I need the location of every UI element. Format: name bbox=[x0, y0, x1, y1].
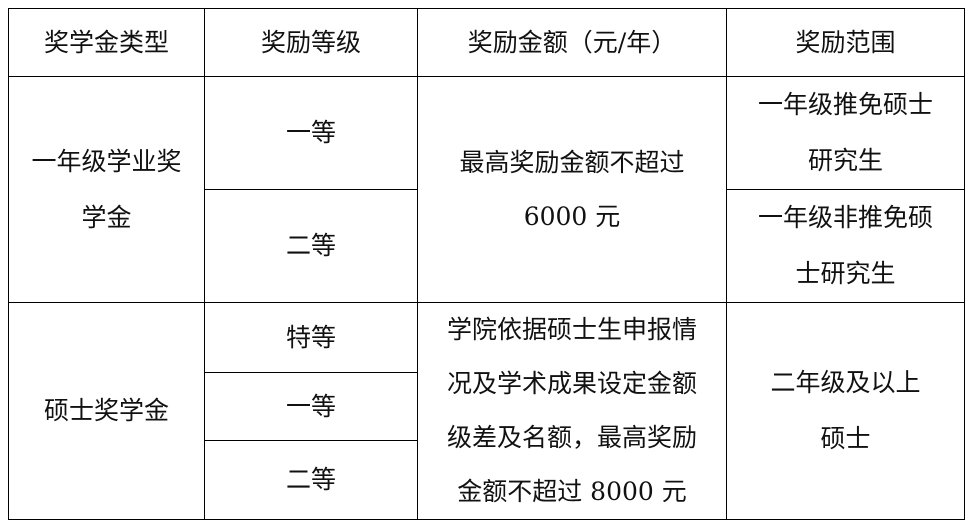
level-cell: 二等 bbox=[204, 189, 418, 303]
type-cell: 硕士奖学金 bbox=[8, 302, 205, 520]
header-type: 奖学金类型 bbox=[8, 8, 205, 77]
amount-cell: 学院依据硕士生申报情 况及学术成果设定金额 级差及名额，最高奖励 金额不超过 8… bbox=[417, 302, 727, 520]
level-cell: 二等 bbox=[204, 440, 418, 520]
table-row: 一年级学业奖 学金 一等 最高奖励金额不超过 6000 元 一年级推免硕士 研究… bbox=[8, 76, 965, 303]
amount-line: 况及学术成果设定金额 bbox=[446, 369, 697, 398]
amount-line: 级差及名额，最高奖励 bbox=[446, 423, 697, 452]
level-cell: 特等 bbox=[204, 302, 418, 373]
amount-line: 金额不超过 8000 元 bbox=[457, 477, 687, 506]
amount-line: 学院依据硕士生申报情 bbox=[446, 315, 697, 344]
table-row: 一等 bbox=[9, 372, 965, 441]
header-scope: 奖励范围 bbox=[726, 8, 965, 77]
header-row: 奖学金类型 奖励等级 奖励金额（元/年） 奖励范围 bbox=[8, 8, 965, 77]
scope-line: 硕士 bbox=[820, 424, 871, 453]
type-cell: 一年级学业奖 学金 bbox=[8, 76, 205, 303]
scope-line: 二年级及以上 bbox=[770, 368, 921, 397]
table-row: 二等 一年级非推免硕 士研究生 bbox=[9, 189, 965, 303]
scope-line: 一年级非推免硕 bbox=[757, 203, 933, 232]
table-row: 二等 bbox=[9, 440, 965, 520]
scope-line: 研究生 bbox=[807, 146, 883, 175]
header-amount: 奖励金额（元/年） bbox=[417, 8, 727, 77]
scope-cell: 一年级推免硕士 研究生 bbox=[726, 76, 965, 190]
scope-cell: 二年级及以上 硕士 bbox=[726, 302, 965, 520]
scope-line: 一年级推免硕士 bbox=[757, 90, 933, 119]
header-level: 奖励等级 bbox=[204, 8, 418, 77]
amount-line: 6000 元 bbox=[523, 201, 621, 231]
scope-line: 士研究生 bbox=[795, 259, 896, 288]
amount-line: 最高奖励金额不超过 bbox=[459, 147, 685, 177]
scholarship-table: 奖学金类型 奖励等级 奖励金额（元/年） 奖励范围 一年级学业奖 学金 一等 最… bbox=[8, 8, 965, 520]
level-cell: 一等 bbox=[204, 76, 418, 190]
amount-cell: 最高奖励金额不超过 6000 元 bbox=[417, 76, 727, 303]
type-line: 一年级学业奖 bbox=[31, 146, 182, 176]
scope-cell: 一年级非推免硕 士研究生 bbox=[726, 189, 965, 303]
table-row: 硕士奖学金 特等 学院依据硕士生申报情 况及学术成果设定金额 级差及名额，最高奖… bbox=[8, 302, 965, 520]
level-cell: 一等 bbox=[204, 372, 418, 441]
type-line: 学金 bbox=[81, 202, 132, 232]
